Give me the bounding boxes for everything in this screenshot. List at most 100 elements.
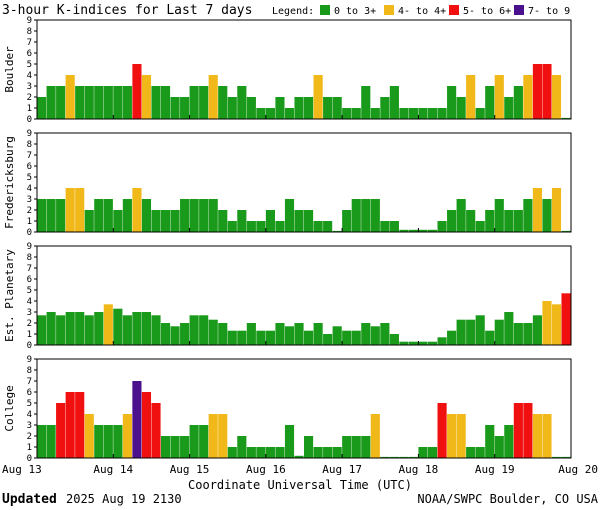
bar (180, 323, 190, 345)
bar (199, 86, 209, 119)
bar (37, 199, 47, 232)
bar (170, 97, 180, 119)
x-tick-label: Aug 13 (2, 463, 42, 476)
bar (256, 221, 266, 232)
bar (380, 456, 390, 458)
bar (265, 447, 275, 458)
y-tick-label: 3 (27, 195, 32, 205)
bar (370, 326, 380, 345)
bar (380, 323, 390, 345)
bar (475, 447, 485, 458)
bar (447, 86, 457, 119)
bar (466, 447, 476, 458)
bar (399, 229, 409, 232)
bar (94, 199, 104, 232)
legend-title: Legend: (272, 6, 314, 17)
bar (294, 455, 304, 458)
x-axis: Aug 13 Aug 14 Aug 15 Aug 16 Aug 17 Aug 18 Aug … (2, 463, 598, 476)
bar (466, 319, 476, 345)
bar (122, 86, 132, 119)
bar (189, 86, 199, 119)
bar (427, 341, 438, 345)
x-axis-label: Coordinate Universal Time (UTC) (188, 478, 412, 492)
bar (351, 108, 361, 119)
bar (75, 392, 85, 458)
bar (246, 447, 256, 458)
bar (84, 414, 94, 458)
bar (475, 108, 485, 119)
bar (408, 108, 419, 119)
y-tick-label: 4 (27, 410, 32, 420)
bar (304, 330, 314, 345)
bar (132, 64, 142, 119)
bar (542, 301, 552, 345)
bar (75, 312, 85, 345)
y-tick-label: 5 (27, 60, 32, 70)
bar (113, 308, 123, 345)
bar (427, 108, 438, 119)
bar (418, 108, 428, 119)
bar (313, 75, 323, 119)
chart-title: 3-hour K-indices for Last 7 days (2, 3, 252, 18)
bar (56, 315, 66, 345)
bar (141, 312, 152, 345)
bar (351, 436, 361, 458)
bar (513, 210, 523, 232)
bar (237, 210, 247, 232)
bar (218, 86, 228, 119)
bar (313, 221, 323, 232)
bar (199, 315, 209, 345)
bar (103, 86, 113, 119)
bar (456, 97, 466, 119)
bar (199, 425, 209, 458)
bar (141, 392, 152, 458)
bar (485, 210, 495, 232)
bar (151, 403, 161, 458)
legend-label-3: 7- to 9 (528, 6, 570, 17)
bar (284, 199, 295, 232)
bar (227, 221, 237, 232)
bar (170, 210, 180, 232)
bar (513, 403, 523, 458)
bar (361, 323, 371, 345)
bar (246, 97, 256, 119)
bar (122, 199, 132, 232)
bar (170, 436, 180, 458)
bar (466, 210, 476, 232)
bar (218, 210, 228, 232)
bar (523, 199, 533, 232)
bar (456, 414, 466, 458)
bar (46, 425, 56, 458)
bar (160, 436, 171, 458)
y-tick-label: 6 (27, 162, 32, 172)
bar (275, 221, 285, 232)
legend-swatch-3 (514, 5, 524, 15)
x-tick-label: Aug 17 (322, 463, 362, 476)
bar (399, 108, 409, 119)
x-tick-label: Aug 14 (93, 463, 133, 476)
bar (246, 221, 256, 232)
y-tick-label: 8 (27, 253, 32, 263)
legend-label-0: 0 to 3+ (334, 6, 376, 17)
bar (542, 199, 552, 232)
panel-frame (36, 132, 572, 233)
bar (170, 326, 180, 345)
bar (151, 86, 161, 119)
bar (65, 312, 75, 345)
bar (208, 414, 218, 458)
y-tick-label: 3 (27, 421, 32, 431)
panel-label: Boulder (3, 46, 16, 93)
legend-swatch-0 (320, 5, 330, 15)
bar (65, 188, 75, 232)
legend-swatch-1 (384, 5, 394, 15)
bar (113, 210, 123, 232)
bar (265, 108, 275, 119)
bar (561, 293, 571, 345)
bar (485, 330, 495, 345)
bar (94, 425, 104, 458)
bar (113, 86, 123, 119)
bar (342, 108, 352, 119)
